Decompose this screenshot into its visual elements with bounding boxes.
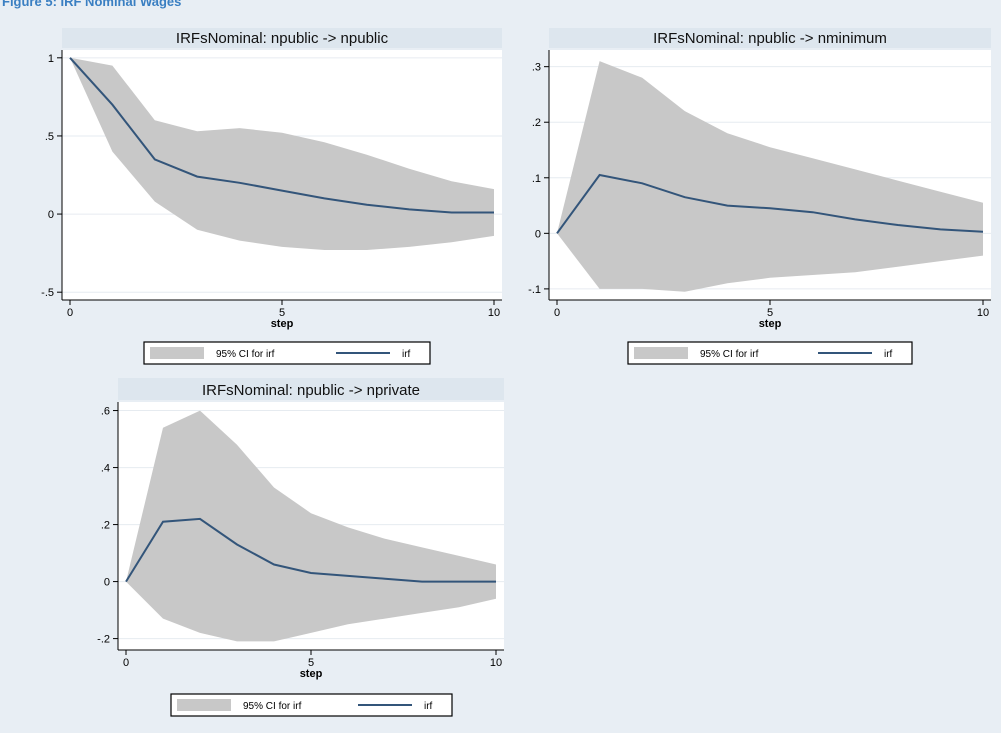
- ci-band: [126, 410, 496, 642]
- irf-panel-3: IRFsNominal: npublic -> nprivate -.2 0 .2 .4…: [97, 378, 504, 717]
- y-tick-label: -.1: [528, 284, 541, 296]
- panel-title-bar: [118, 378, 504, 400]
- x-tick-label: 10: [977, 307, 989, 319]
- legend-ci-swatch: [634, 347, 688, 359]
- panel-title-bar: [549, 28, 991, 48]
- irf-panel-1: IRFsNominal: npublic -> npublic-.50.510 5…: [41, 28, 502, 365]
- irf-line: [69, 57, 494, 214]
- ci-band: [70, 57, 494, 250]
- legend: 95% CI for irf irf: [143, 341, 431, 365]
- y-tick-label: 0: [535, 228, 541, 240]
- legend-box: [143, 341, 431, 365]
- y-tick-label: 0: [48, 209, 54, 221]
- legend: 95% CI for irf irf: [170, 693, 453, 717]
- y-tick-label: .2: [532, 117, 541, 129]
- figure-caption: Figure 5: IRF Nominal Wages: [2, 0, 182, 9]
- y-tick-label: -.5: [41, 287, 54, 299]
- x-axis-label: step: [271, 318, 294, 330]
- irf-line: [125, 517, 496, 583]
- panel-title: IRFsNominal: npublic -> npublic: [176, 30, 389, 47]
- y-tick-label: .2: [101, 520, 110, 532]
- legend-ci-label: 95% CI for irf: [243, 701, 302, 712]
- legend-ci-swatch: [150, 347, 204, 359]
- legend-ci-label: 95% CI for irf: [700, 349, 759, 360]
- panel-title: IRFsNominal: npublic -> nprivate: [202, 382, 420, 399]
- y-tick-label: .1: [532, 173, 541, 185]
- x-axis-label: step: [759, 318, 782, 330]
- y-tick-label: .4: [101, 463, 110, 475]
- irf-line: [556, 173, 984, 234]
- x-tick-label: 5: [279, 307, 285, 319]
- ci-band: [557, 61, 983, 292]
- y-tick-label: 1: [48, 53, 54, 65]
- legend: 95% CI for irf irf: [627, 341, 913, 365]
- legend-irf-label: irf: [424, 701, 433, 712]
- x-tick-label: 5: [308, 657, 314, 669]
- y-tick-label: .5: [45, 131, 54, 143]
- x-tick-label: 0: [554, 307, 560, 319]
- x-tick-label: 10: [490, 657, 502, 669]
- panel-title-bar: [62, 28, 502, 48]
- panel-title: IRFsNominal: npublic -> nminimum: [653, 30, 887, 47]
- x-axis-label: step: [300, 668, 323, 680]
- y-tick-label: 0: [104, 577, 110, 589]
- x-tick-label: 5: [767, 307, 773, 319]
- x-tick-label: 10: [488, 307, 500, 319]
- legend-box: [170, 693, 453, 717]
- x-tick-label: 0: [67, 307, 73, 319]
- legend-ci-swatch: [177, 699, 231, 711]
- y-tick-label: -.2: [97, 634, 110, 646]
- legend-irf-label: irf: [402, 349, 411, 360]
- y-tick-label: .6: [101, 406, 110, 418]
- legend-ci-label: 95% CI for irf: [216, 349, 275, 360]
- x-tick-label: 0: [123, 657, 129, 669]
- legend-box: [627, 341, 913, 365]
- irf-panel-2: IRFsNominal: npublic -> nminimum -.1 0 .1 .2…: [528, 28, 991, 365]
- y-tick-label: .3: [532, 62, 541, 74]
- legend-irf-label: irf: [884, 349, 893, 360]
